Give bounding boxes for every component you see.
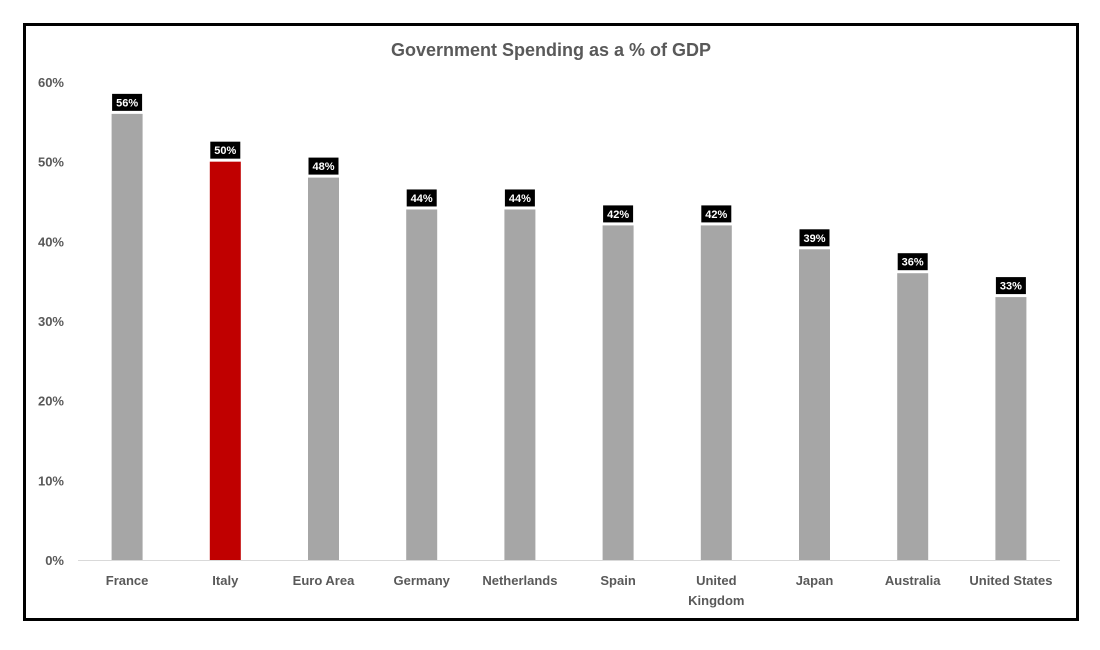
data-label: 48% — [308, 157, 339, 175]
x-tick-label: Euro Area — [293, 573, 355, 588]
data-label-text: 36% — [902, 257, 924, 269]
y-tick-label: 0% — [45, 553, 64, 568]
chart-frame: Government Spending as a % of GDP 0% 10% 2… — [23, 23, 1079, 621]
y-tick-label: 20% — [38, 394, 64, 409]
bar-germany — [406, 209, 438, 560]
data-label-box — [504, 189, 535, 207]
x-axis: France Italy Euro Area Germany Netherlands Sp… — [106, 573, 1053, 608]
data-label-text: 56% — [116, 97, 138, 109]
data-label: 44% — [504, 189, 535, 207]
data-label-text: 33% — [1000, 281, 1022, 293]
y-tick-label: 10% — [38, 473, 64, 488]
chart-title: Government Spending as a % of GDP — [390, 40, 712, 60]
data-label-text: 42% — [705, 209, 727, 221]
data-label: 50% — [210, 141, 241, 159]
data-label: 56% — [112, 93, 143, 111]
data-label-box — [210, 141, 241, 159]
y-tick-label: 40% — [38, 234, 64, 249]
x-tick-label: Italy — [212, 573, 239, 588]
bar-spain — [602, 225, 634, 560]
data-label-text: 50% — [214, 145, 236, 157]
bar-united-kingdom — [700, 225, 732, 560]
y-tick-label: 50% — [38, 155, 64, 170]
data-label-text: 44% — [411, 193, 433, 205]
bar-australia — [897, 273, 929, 560]
bar-italy — [209, 161, 241, 560]
bar-united-states — [995, 297, 1027, 560]
data-label-box — [897, 253, 928, 271]
x-tick-label: Germany — [394, 573, 451, 588]
data-label-text: 42% — [607, 209, 629, 221]
bars — [111, 113, 1027, 561]
y-axis: 0% 10% 20% 30% 40% 50% 60% — [38, 75, 64, 568]
y-tick-label: 60% — [38, 75, 64, 90]
data-label: 42% — [701, 205, 732, 223]
data-label-text: 44% — [509, 193, 531, 205]
data-label-box — [112, 93, 143, 111]
x-tick-label: Netherlands — [482, 573, 557, 588]
y-tick-label: 30% — [38, 314, 64, 329]
data-label: 33% — [995, 277, 1026, 295]
data-labels: 56% 50% 48% 44% 44% 42% 42% 39% 36% 33% — [112, 93, 1026, 295]
data-label-text: 39% — [803, 233, 825, 245]
x-tick-label: France — [106, 573, 149, 588]
data-label-box — [799, 229, 830, 247]
data-label: 36% — [897, 253, 928, 271]
data-label-box — [406, 189, 437, 207]
x-tick-label: United Kingdom — [688, 573, 744, 608]
bar-japan — [799, 249, 830, 561]
data-label-box — [995, 277, 1026, 295]
bar-netherlands — [504, 209, 536, 560]
x-tick-label: Australia — [885, 573, 941, 588]
bar-france — [111, 113, 143, 560]
data-label-text: 48% — [312, 161, 334, 173]
x-tick-label: Japan — [796, 573, 834, 588]
bar-chart: 0% 10% 20% 30% 40% 50% 60% 56% 50% 48% 44% 44% 42% 4… — [38, 75, 1060, 608]
bar-euro-area — [308, 177, 339, 560]
x-tick-label: Spain — [600, 573, 635, 588]
data-label-box — [701, 205, 732, 223]
data-label: 44% — [406, 189, 437, 207]
data-label-box — [603, 205, 634, 223]
data-label: 39% — [799, 229, 830, 247]
x-tick-label: United States — [969, 573, 1052, 588]
data-label-box — [308, 157, 339, 175]
data-label: 42% — [603, 205, 634, 223]
